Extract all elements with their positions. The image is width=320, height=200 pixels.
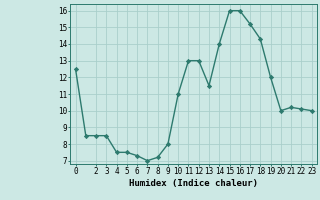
X-axis label: Humidex (Indice chaleur): Humidex (Indice chaleur): [129, 179, 258, 188]
